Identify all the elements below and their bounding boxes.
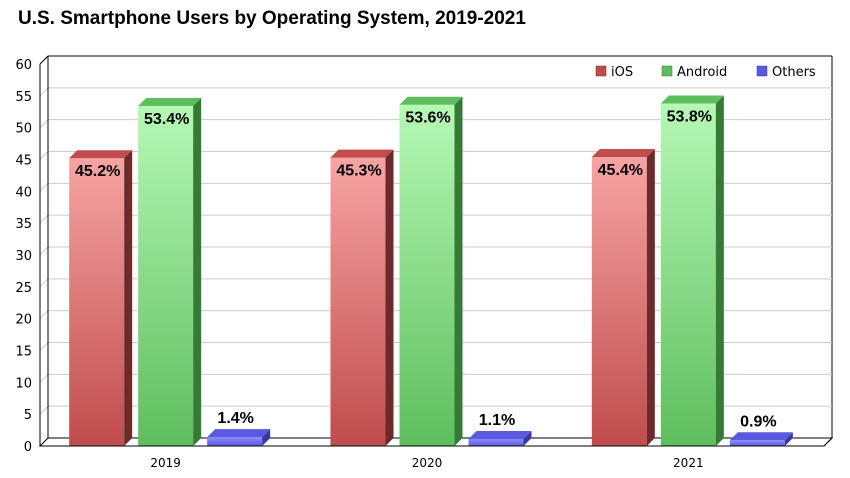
data-label: 45.4% — [598, 162, 643, 179]
bar-android-side — [715, 95, 724, 447]
y-axis-top — [39, 55, 49, 65]
y-tick-label: 40 — [15, 185, 32, 200]
y-tick-label: 5 — [24, 408, 32, 423]
bar-ios-front — [591, 156, 647, 446]
bar-others-front — [729, 440, 785, 446]
data-label: 45.2% — [75, 163, 120, 180]
legend-label-android: Android — [677, 65, 727, 80]
y-tick-label: 30 — [15, 249, 32, 264]
data-label: 1.4% — [217, 410, 253, 427]
chart-title: U.S. Smartphone Users by Operating Syste… — [18, 8, 526, 29]
bar-ios-side — [646, 148, 655, 446]
bar-others-side — [262, 429, 271, 446]
bar-android-side — [454, 96, 463, 446]
x-axis-end — [823, 437, 833, 447]
bar-ios-front — [69, 158, 125, 446]
legend-swatch-ios — [595, 65, 607, 77]
y-tick-label: 45 — [15, 154, 32, 169]
bar-android-front — [660, 103, 716, 447]
data-label: 53.4% — [144, 111, 189, 128]
bar-others-side — [784, 432, 793, 446]
data-label: 53.6% — [405, 110, 450, 127]
y-tick-label: 60 — [15, 58, 32, 73]
y-tick-label: 50 — [15, 122, 32, 137]
y-tick-label: 15 — [15, 345, 32, 360]
bar-others-top — [729, 432, 793, 441]
y-tick-label: 0 — [24, 440, 32, 455]
bar-android-front — [138, 106, 194, 447]
y-tick-label: 25 — [15, 281, 32, 296]
data-label: 53.8% — [667, 108, 712, 125]
bar-android-top — [138, 98, 202, 107]
data-label: 0.9% — [740, 413, 776, 430]
y-tick-label: 55 — [15, 90, 32, 105]
bar-others-top — [468, 430, 532, 439]
bar-others-side — [523, 430, 532, 446]
x-tick-label: 2021 — [673, 456, 704, 470]
bar-ios-front — [330, 157, 386, 446]
bar-android-front — [399, 104, 455, 446]
y-tick-label: 35 — [15, 217, 32, 232]
data-label: 45.3% — [336, 163, 381, 180]
bar-android-side — [193, 98, 202, 447]
legend-swatch-others — [756, 65, 768, 77]
bar-ios-top — [330, 149, 394, 158]
bar-others-front — [207, 437, 263, 446]
bar-others-front — [468, 438, 524, 446]
bar-ios-side — [385, 149, 394, 446]
bar-ios-side — [124, 150, 133, 446]
legend-label-others: Others — [772, 65, 816, 80]
x-tick-label: 2020 — [412, 456, 443, 470]
gridline — [39, 87, 832, 97]
y-tick-label: 20 — [15, 313, 32, 328]
legend-label-ios: iOS — [611, 65, 633, 80]
bar-android-top — [660, 95, 724, 104]
bar-ios-top — [591, 148, 655, 157]
bar-ios-top — [69, 150, 133, 159]
legend-swatch-android — [661, 65, 673, 77]
bar-android-top — [399, 96, 463, 105]
x-tick-label: 2019 — [150, 456, 181, 470]
bar-others-top — [207, 429, 271, 438]
y-tick-label: 10 — [15, 376, 32, 391]
data-label: 1.1% — [479, 412, 515, 429]
